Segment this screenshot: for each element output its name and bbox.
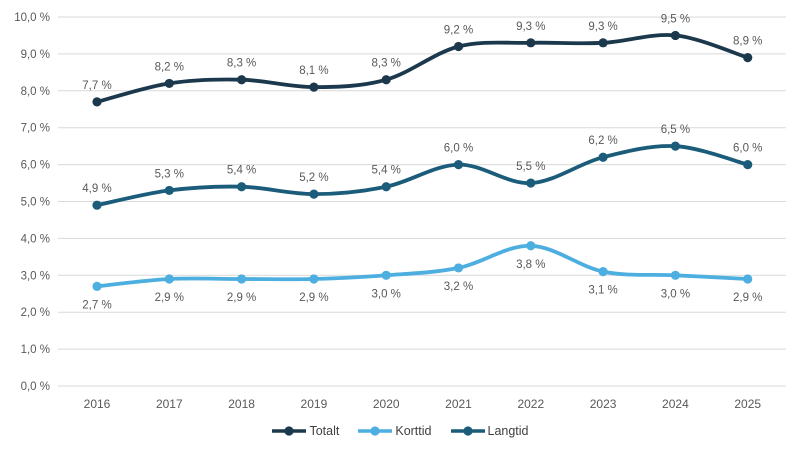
legend-item-langtid: Langtid <box>450 424 529 438</box>
data-point-langtid <box>526 178 536 188</box>
data-point-korttid <box>743 274 753 284</box>
x-tick-label: 2024 <box>662 397 689 411</box>
x-tick-label: 2019 <box>301 397 328 411</box>
data-point-korttid <box>164 274 174 284</box>
y-tick-label: 7,0 % <box>21 123 50 135</box>
data-label-korttid: 2,7 % <box>82 299 111 311</box>
legend-item-totalt: Totalt <box>271 424 339 438</box>
data-point-korttid <box>381 270 391 280</box>
data-label-totalt: 8,3 % <box>227 58 256 70</box>
y-tick-label: 1,0 % <box>21 344 50 356</box>
data-label-langtid: 5,2 % <box>299 172 328 184</box>
data-point-langtid <box>164 185 174 196</box>
x-tick-label: 2016 <box>84 397 111 411</box>
data-label-langtid: 6,5 % <box>661 124 690 136</box>
series-line-totalt <box>95 33 750 104</box>
data-point-totalt <box>526 38 536 48</box>
data-point-totalt <box>670 30 681 41</box>
y-tick-label: 8,0 % <box>21 86 50 98</box>
chart-legend: Totalt Korttid Langtid <box>0 424 800 438</box>
data-point-totalt <box>743 52 753 63</box>
data-label-totalt: 8,2 % <box>155 61 184 73</box>
data-point-totalt <box>164 78 174 89</box>
data-point-langtid <box>670 141 681 151</box>
data-label-langtid: 6,0 % <box>733 143 762 155</box>
series-line-langtid <box>95 144 750 208</box>
data-label-korttid: 2,9 % <box>299 292 328 304</box>
y-tick-label: 3,0 % <box>21 270 50 282</box>
data-point-totalt <box>237 75 247 85</box>
data-label-korttid: 3,1 % <box>588 285 617 297</box>
data-label-korttid: 3,0 % <box>371 288 400 300</box>
data-point-langtid <box>381 182 391 192</box>
y-tick-label: 9,0 % <box>21 49 50 61</box>
x-tick-label: 2022 <box>517 397 544 411</box>
x-tick-label: 2023 <box>590 397 617 411</box>
y-tick-label: 2,0 % <box>21 307 50 319</box>
data-point-korttid <box>92 281 102 291</box>
data-point-korttid <box>237 274 247 284</box>
y-tick-label: 10,0 % <box>14 12 50 24</box>
data-label-totalt: 9,2 % <box>444 25 473 37</box>
data-label-korttid: 3,0 % <box>661 288 690 300</box>
data-point-langtid <box>92 200 102 210</box>
data-label-korttid: 2,9 % <box>227 292 256 304</box>
data-label-totalt: 9,3 % <box>516 21 545 33</box>
data-point-totalt <box>598 38 608 48</box>
legend-label-totalt: Totalt <box>309 424 340 438</box>
data-label-totalt: 9,5 % <box>661 13 690 25</box>
data-label-langtid: 5,4 % <box>371 165 400 177</box>
data-point-korttid <box>526 241 536 251</box>
data-label-langtid: 6,0 % <box>444 143 473 155</box>
data-label-langtid: 6,2 % <box>588 135 617 147</box>
data-label-totalt: 7,7 % <box>82 80 111 92</box>
data-point-langtid <box>453 160 464 170</box>
data-point-totalt <box>309 82 319 92</box>
legend-label-langtid: Langtid <box>487 424 529 438</box>
data-label-totalt: 8,1 % <box>299 65 328 77</box>
data-point-totalt <box>453 41 464 52</box>
legend-item-korttid: Korttid <box>357 424 432 438</box>
y-tick-label: 4,0 % <box>21 233 50 245</box>
data-label-korttid: 2,9 % <box>733 292 762 304</box>
x-tick-label: 2017 <box>156 397 183 411</box>
legend-marker-korttid-icon <box>358 426 393 436</box>
data-point-totalt <box>381 75 391 85</box>
data-label-langtid: 5,5 % <box>516 161 545 173</box>
x-tick-label: 2020 <box>373 397 400 411</box>
legend-label-korttid: Korttid <box>395 424 432 438</box>
data-point-langtid <box>743 160 753 170</box>
data-point-korttid <box>670 270 681 280</box>
y-tick-label: 5,0 % <box>21 197 50 209</box>
x-tick-label: 2025 <box>734 397 761 411</box>
series-line-korttid <box>95 243 750 289</box>
x-tick-label: 2018 <box>228 397 255 411</box>
data-label-korttid: 3,2 % <box>444 281 473 293</box>
legend-marker-langtid-icon <box>450 426 485 436</box>
legend-marker-totalt-icon <box>272 426 307 436</box>
data-label-totalt: 9,3 % <box>588 21 617 33</box>
data-point-langtid <box>237 182 247 192</box>
data-point-korttid <box>309 274 319 284</box>
data-label-langtid: 5,3 % <box>155 168 184 180</box>
data-label-korttid: 3,8 % <box>516 259 545 271</box>
data-label-totalt: 8,3 % <box>371 58 400 70</box>
data-label-korttid: 2,9 % <box>155 292 184 304</box>
data-point-totalt <box>92 97 102 107</box>
x-tick-label: 2021 <box>445 397 472 411</box>
data-point-korttid <box>598 267 608 277</box>
data-label-langtid: 4,9 % <box>82 183 111 195</box>
y-tick-label: 6,0 % <box>21 160 50 172</box>
y-tick-label: 0,0 % <box>21 381 50 393</box>
data-point-langtid <box>309 189 319 199</box>
data-label-langtid: 5,4 % <box>227 165 256 177</box>
data-label-totalt: 8,9 % <box>733 36 762 48</box>
data-point-langtid <box>598 152 608 162</box>
data-point-korttid <box>453 263 464 273</box>
chart-canvas: 0,0 % 1,0 % 2,0 % 3,0 % 4,0 % 5,0 % 6,0 % 7,0 %… <box>14 12 786 411</box>
